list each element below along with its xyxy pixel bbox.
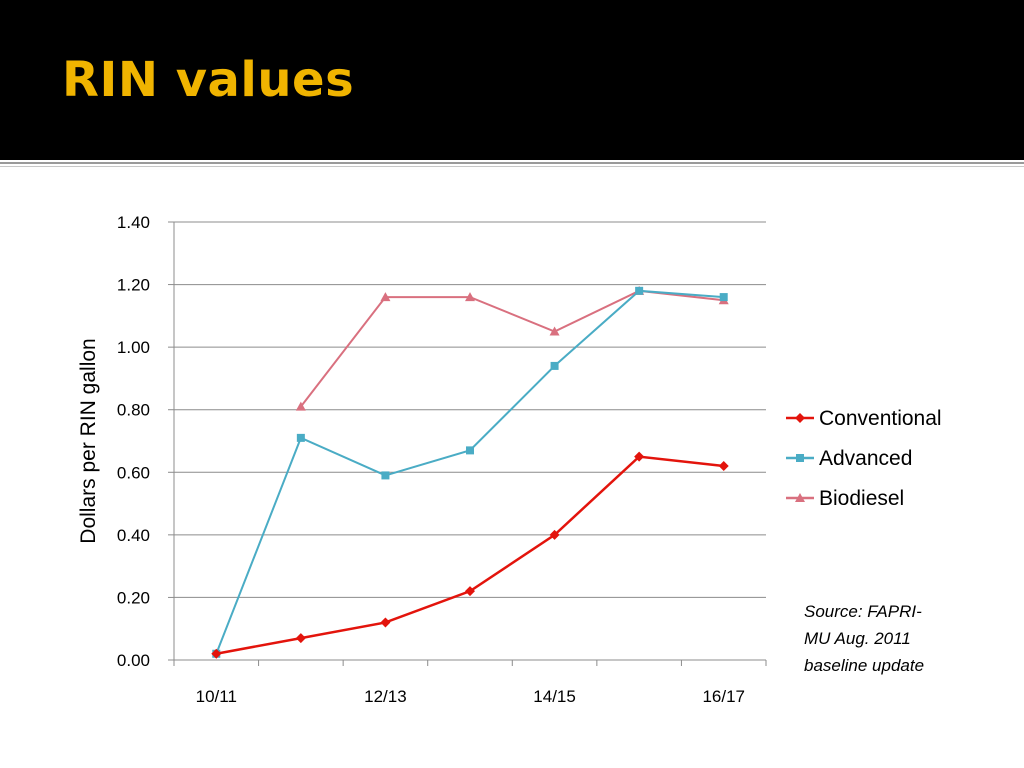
axes [173, 222, 766, 661]
source-note: Source: FAPRI- MU Aug. 2011 baseline upd… [804, 602, 925, 675]
legend-marker-advanced [796, 454, 804, 462]
y-tick-label: 1.20 [117, 276, 150, 295]
y-tick-label: 1.40 [117, 213, 150, 232]
legend-label-biodiesel: Biodiesel [819, 487, 904, 510]
y-tick-label: 1.00 [117, 338, 150, 357]
data-point-conventional [549, 529, 560, 540]
data-point-biodiesel [295, 401, 306, 411]
data-point-advanced [719, 293, 728, 302]
x-tick-label: 10/11 [196, 687, 237, 706]
data-point-conventional [718, 461, 729, 472]
y-tick-label: 0.40 [117, 526, 150, 545]
series-group [211, 285, 729, 659]
data-point-advanced [550, 361, 559, 370]
x-tick-label: 16/17 [702, 687, 745, 706]
data-point-advanced [296, 433, 305, 442]
data-point-conventional [380, 617, 391, 628]
header-divider-thin [0, 166, 1024, 167]
title-bar: RIN values [0, 0, 1024, 160]
header-divider [0, 162, 1024, 164]
legend: Conventional Advanced Biodiesel [786, 407, 942, 510]
data-point-advanced [381, 471, 390, 480]
y-tick-label: 0.80 [117, 401, 150, 420]
legend-label-conventional: Conventional [819, 407, 942, 430]
y-tick-label: 0.00 [117, 651, 150, 670]
x-tick-label: 14/15 [533, 687, 576, 706]
data-point-advanced [466, 446, 474, 455]
data-point-biodiesel [465, 292, 475, 302]
y-axis-label: Dollars per RIN gallon [77, 338, 100, 543]
data-point-conventional [295, 633, 306, 644]
data-point-advanced [635, 286, 644, 295]
data-point-biodiesel [549, 326, 560, 336]
slide-title: RIN values [62, 52, 355, 108]
legend-marker-biodiesel [795, 493, 805, 502]
legend-label-advanced: Advanced [819, 447, 912, 470]
y-tick-label: 0.60 [117, 463, 150, 482]
data-point-conventional [634, 451, 645, 462]
series-line-biodiesel [300, 289, 724, 408]
y-axis-ticks: 0.00 0.20 0.40 0.60 0.80 1.00 1.20 1.40 [117, 213, 174, 670]
y-tick-label: 0.20 [117, 588, 150, 607]
series-line-conventional [216, 455, 724, 655]
data-point-conventional [211, 648, 222, 659]
x-axis-ticks: 10/11 12/13 14/15 16/17 [173, 660, 767, 706]
x-tick-label: 12/13 [364, 687, 407, 706]
gridlines [174, 221, 766, 598]
legend-marker-conventional [795, 413, 805, 423]
data-point-conventional [465, 586, 475, 597]
data-point-biodiesel [380, 292, 391, 302]
